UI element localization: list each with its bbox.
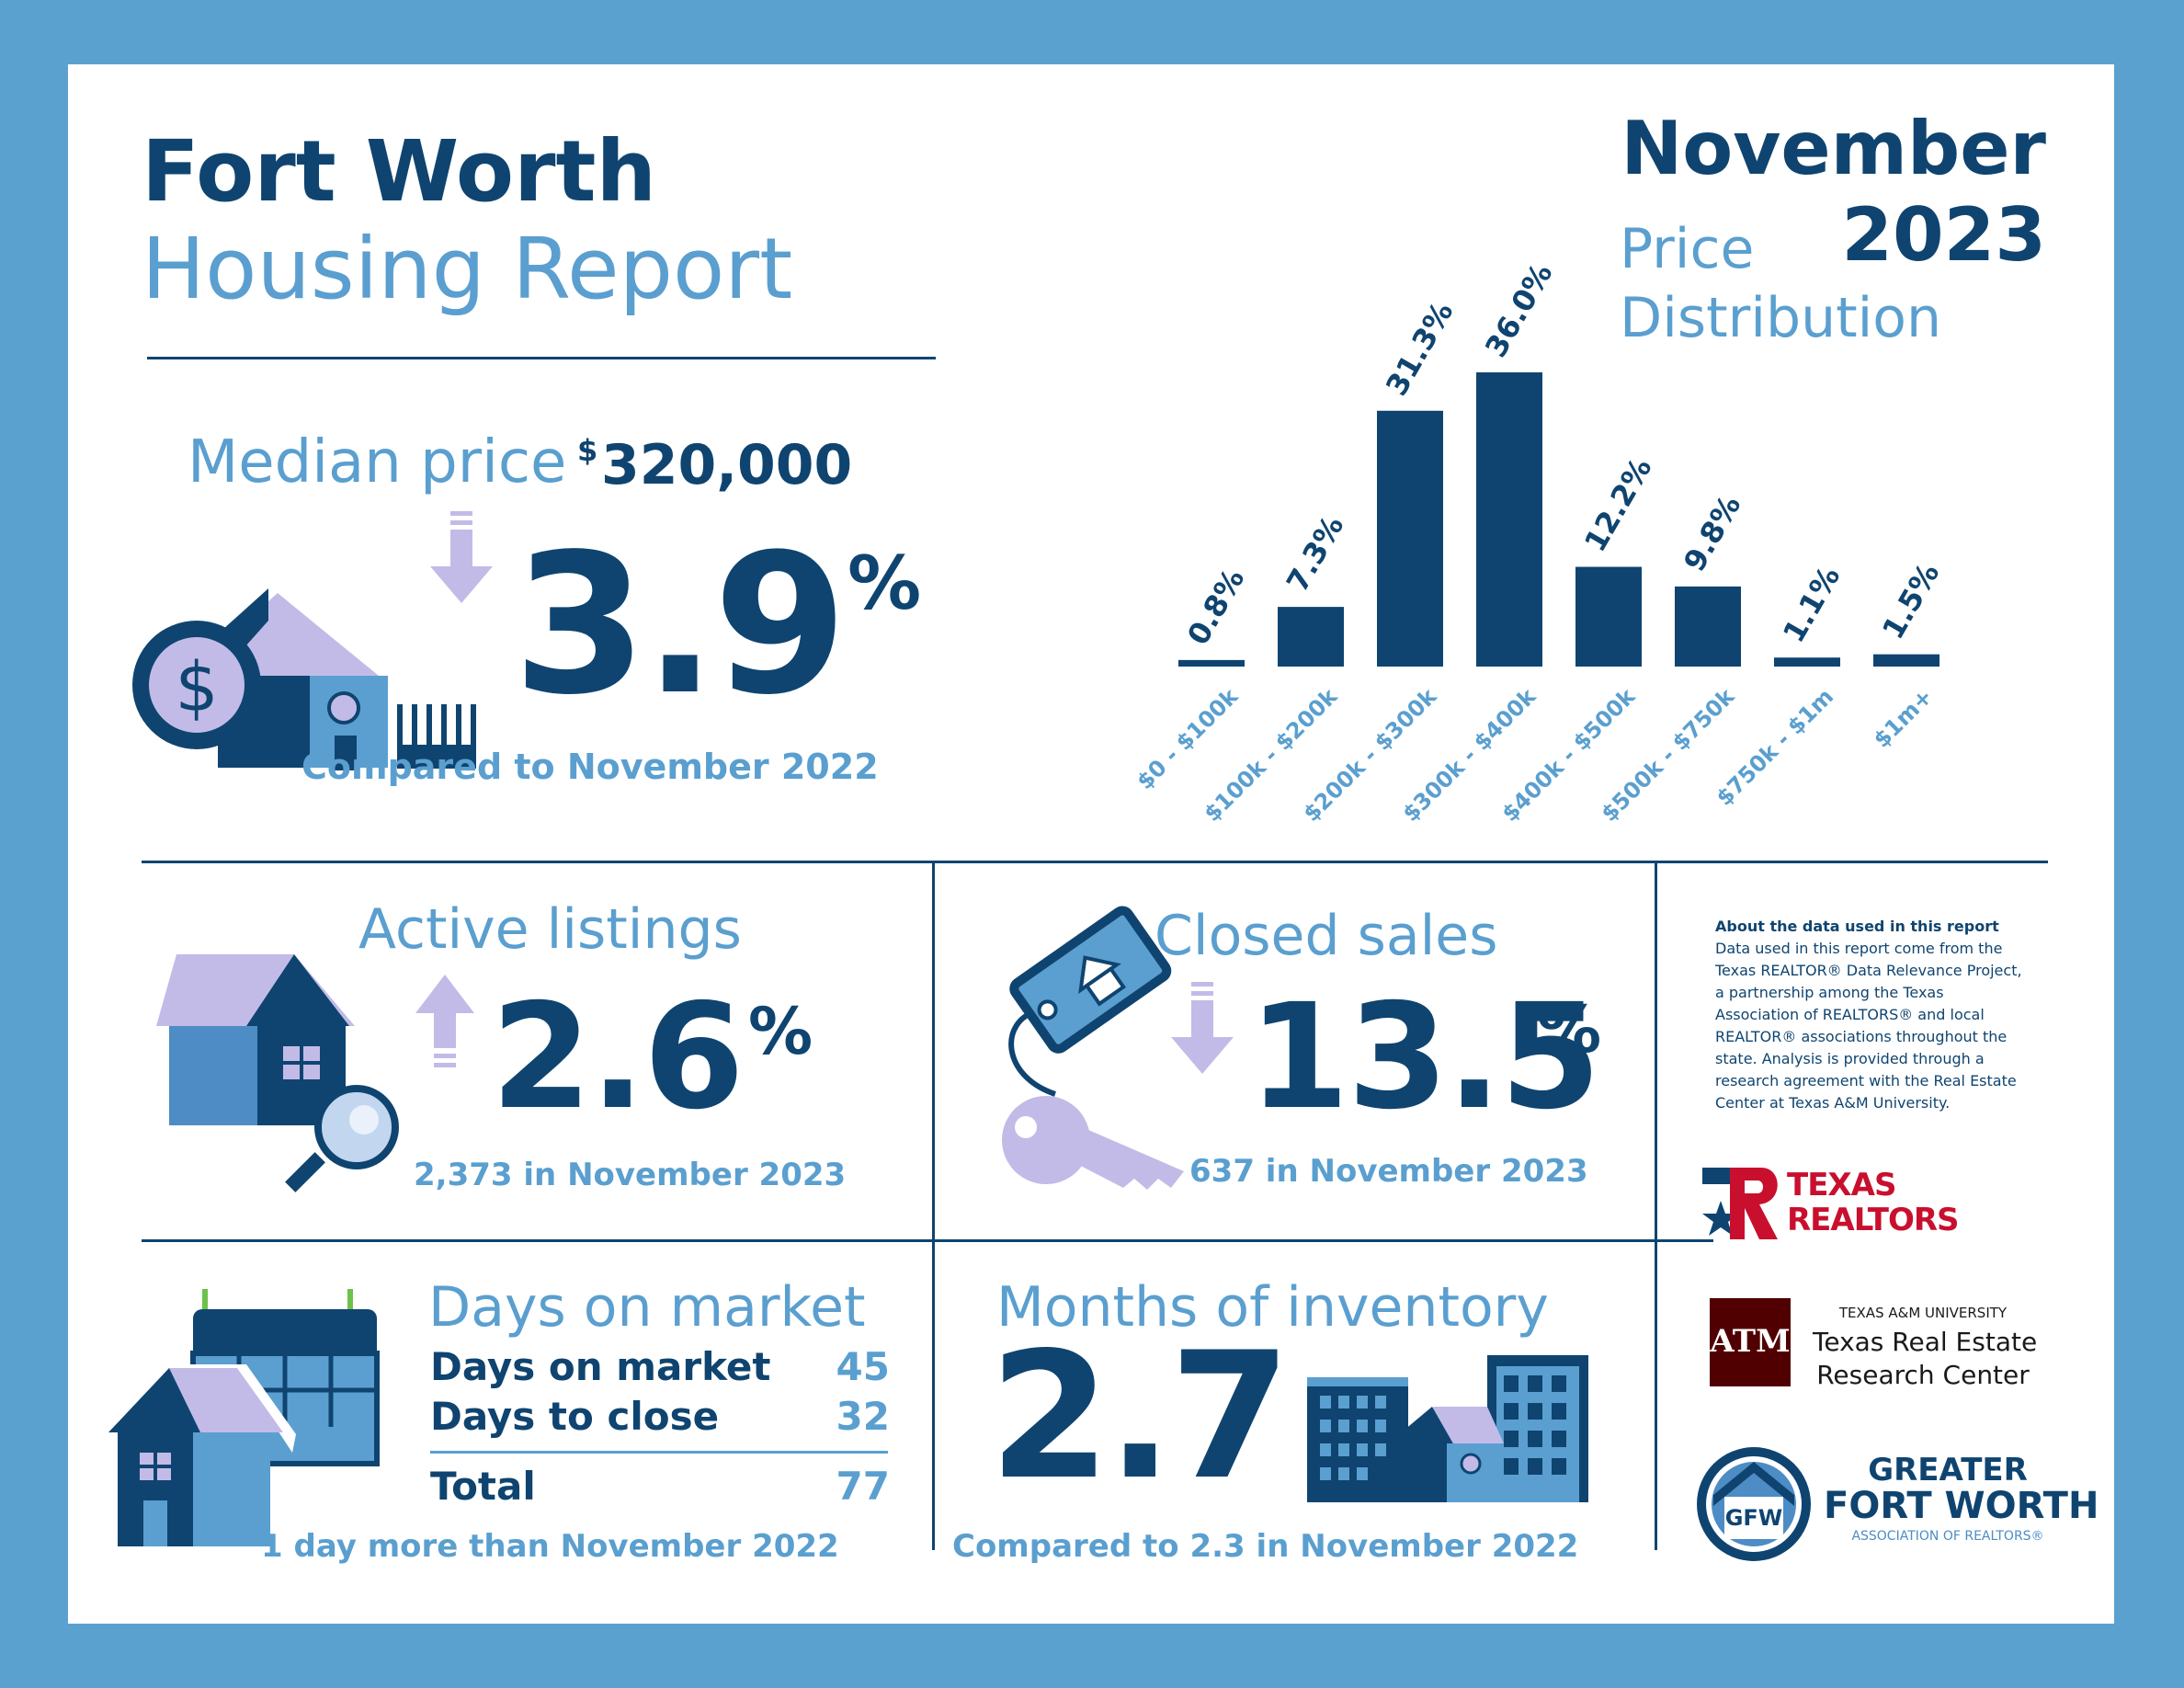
dollar-coin-icon: $ [132, 621, 261, 749]
months-inventory-title: Months of inventory [996, 1275, 1549, 1340]
dtc-row-value: 32 [836, 1394, 890, 1439]
active-listings-change-unit: % [748, 994, 813, 1069]
tamu-logo: ATM TEXAS A&M UNIVERSITY Texas Real Esta… [1710, 1298, 2077, 1399]
about-line: state. Analysis is provided through a [1715, 1050, 1985, 1067]
bar-category-label: $0 - $100k [1132, 683, 1244, 795]
bar-value-label: 1.5% [1875, 557, 1946, 645]
report-month: November [1621, 106, 2046, 191]
median-price-value: 320,000 [601, 433, 853, 497]
texas-realtors-line2: REALTORS [1787, 1202, 1960, 1238]
price-bar [1178, 659, 1245, 667]
days-total-value: 77 [836, 1464, 890, 1509]
buildings-icon [1307, 1355, 1588, 1502]
price-bar [1873, 654, 1939, 667]
texas-realtors-line1: TEXAS [1787, 1167, 1896, 1203]
price-bar [1476, 372, 1542, 667]
tamu-line2: Texas Real Estate [1813, 1327, 2038, 1357]
title-divider [147, 357, 936, 359]
dom-row-label: Days on market [430, 1344, 771, 1389]
key-tag-icon [1002, 906, 1184, 1190]
closed-sales-change: 13.5 [1248, 973, 1601, 1142]
bar-category-label: $1m+ [1869, 683, 1938, 752]
closed-sales-detail: 637 in November 2023 [1189, 1153, 1588, 1190]
up-arrow-icon [415, 975, 474, 1067]
about-line: Data used in this report come from the [1715, 940, 2003, 957]
closed-sales-label: Closed sales [1155, 904, 1498, 968]
median-price-currency: $ [577, 433, 598, 468]
about-line: Center at Texas A&M University. [1715, 1094, 1951, 1112]
gfw-house-emblem-icon [1697, 1447, 1811, 1561]
price-bar [1774, 657, 1840, 667]
months-inventory-value: 2.7 [989, 1315, 1291, 1518]
closed-sales-change-unit: % [1537, 992, 1602, 1067]
months-inventory-comparison: Compared to 2.3 in November 2022 [952, 1528, 1579, 1565]
report-year: 2023 [1841, 192, 2046, 278]
gfw-line1: GREATER [1868, 1452, 2028, 1488]
median-price-comparison: Compared to November 2022 [301, 747, 879, 787]
tamu-mark-icon [1710, 1298, 1791, 1386]
about-line: Texas REALTOR® Data Relevance Project, [1715, 962, 2022, 979]
about-data-note: About the data used in this report Data … [1715, 916, 2074, 1114]
days-total-label: Total [430, 1464, 536, 1509]
gfw-mark-text: GFW [1724, 1505, 1783, 1531]
magnifier-icon [285, 1085, 399, 1192]
house-small-icon [108, 1364, 296, 1546]
median-price-change: 3.9 [513, 512, 847, 737]
active-listings-change: 2.6 [491, 973, 745, 1142]
texas-realtors-logo: TEXAS REALTORS [1702, 1167, 1960, 1241]
about-line: research agreement with the Real Estate [1715, 1072, 2017, 1089]
distribution-title-1: Price [1620, 217, 1755, 281]
fence-icon [397, 690, 476, 769]
bar-value-label: 1.1% [1776, 560, 1847, 648]
price-bar [1675, 586, 1741, 667]
active-listings-detail: 2,373 in November 2023 [414, 1157, 847, 1193]
distribution-title-2: Distribution [1620, 286, 1942, 350]
median-price-change-unit: % [847, 541, 922, 626]
bar-value-label: 9.8% [1677, 489, 1747, 577]
about-title: About the data used in this report [1715, 918, 1999, 935]
tamu-mark-text: ATM [1710, 1323, 1791, 1360]
svg-text:$: $ [175, 648, 218, 727]
section-divider-middle [142, 1239, 1713, 1242]
price-bar [1377, 410, 1443, 667]
bar-value-label: 36.0% [1478, 257, 1559, 363]
column-divider-right [1655, 861, 1657, 1550]
title-city: Fort Worth [142, 122, 656, 221]
price-bar [1575, 566, 1642, 667]
median-price-label: Median price [188, 428, 567, 496]
column-divider-left [932, 861, 935, 1550]
tamu-line1: TEXAS A&M UNIVERSITY [1838, 1305, 2008, 1321]
about-line: REALTOR® associations throughout the [1715, 1028, 2008, 1045]
report-page: Fort Worth Housing Report November 2023 … [68, 64, 2114, 1624]
gfw-line3: ASSOCIATION OF REALTORS® [1851, 1529, 2044, 1544]
about-line: Association of REALTORS® and local [1715, 1006, 1985, 1023]
price-bar [1278, 607, 1344, 667]
days-comparison: 1 day more than November 2022 [261, 1528, 839, 1565]
dtc-row-label: Days to close [430, 1394, 720, 1439]
days-total-divider [430, 1451, 888, 1454]
bar-value-label: 0.8% [1180, 563, 1251, 651]
bar-value-label: 12.2% [1577, 451, 1658, 557]
gfw-line2: FORT WORTH [1824, 1485, 2099, 1527]
days-on-market-title: Days on market [428, 1275, 866, 1340]
tamu-line3: Research Center [1816, 1360, 2030, 1390]
down-arrow-icon [430, 511, 493, 603]
gfw-logo: GFW GREATER FORT WORTH ASSOCIATION OF RE… [1695, 1445, 2099, 1565]
texas-realtors-mark-icon [1702, 1168, 1778, 1239]
section-divider-top [142, 861, 2048, 863]
down-arrow-icon-sales [1171, 982, 1234, 1074]
bar-value-label: 7.3% [1280, 509, 1350, 598]
title-report: Housing Report [142, 220, 793, 318]
about-line: a partnership among the Texas [1715, 984, 1944, 1001]
bar-value-label: 31.3% [1379, 296, 1460, 402]
active-listings-label: Active listings [358, 897, 742, 962]
dom-row-value: 45 [836, 1344, 890, 1389]
